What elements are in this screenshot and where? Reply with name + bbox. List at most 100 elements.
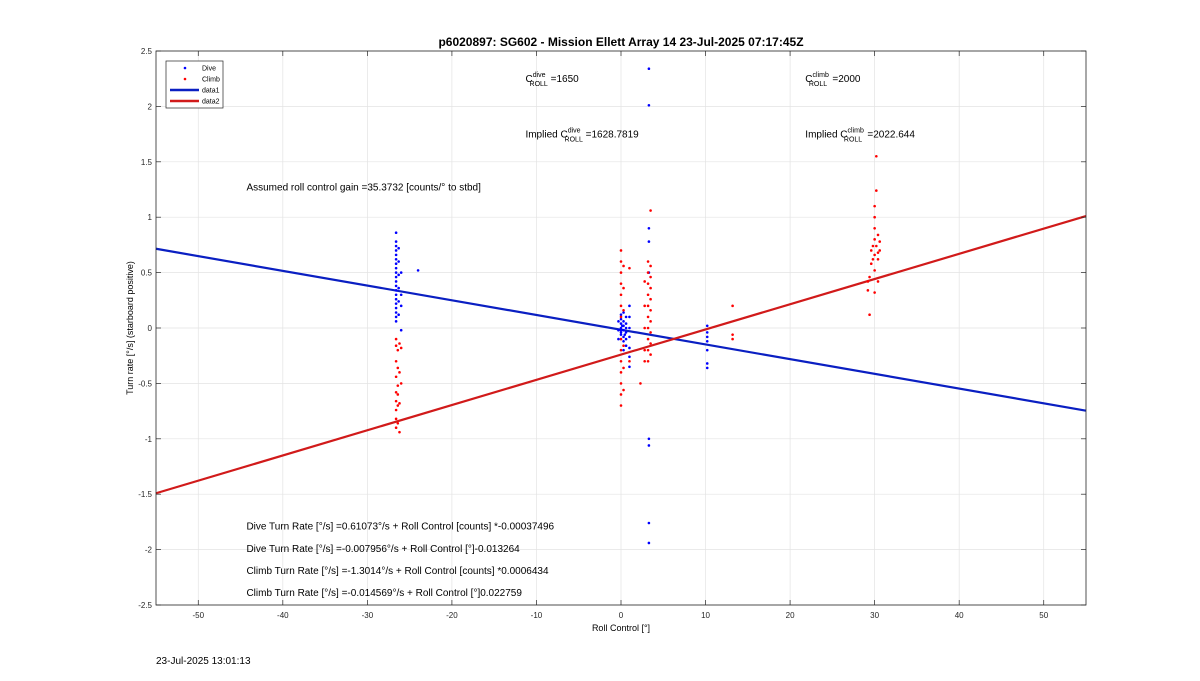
dive-point [399, 293, 403, 297]
dive-point [647, 541, 651, 545]
dive-point [394, 284, 398, 288]
y-axis-label: Turn rate [°/s] (starboard positive) [125, 261, 135, 395]
dive-point [394, 275, 398, 279]
climb-point [873, 269, 876, 272]
climb-point [619, 271, 623, 274]
climb-point [646, 348, 650, 352]
x-tick-label: 40 [955, 611, 964, 620]
climb-point [646, 304, 650, 308]
dive-point [622, 320, 625, 323]
climb-point [619, 249, 623, 252]
annotation-fit-2: Dive Turn Rate [°/s] =-0.007956°/s + Rol… [246, 544, 520, 555]
climb-point [398, 342, 401, 345]
dive-point [399, 304, 403, 308]
dive-point [619, 328, 623, 332]
annotation-fit-1: Dive Turn Rate [°/s] =0.61073°/s + Roll … [246, 522, 554, 533]
climb-point [643, 304, 646, 308]
y-tick-label: 1.5 [141, 158, 153, 167]
climb-point [396, 366, 400, 370]
dive-point [647, 67, 651, 71]
climb-point [649, 342, 652, 345]
x-tick-label: 20 [786, 611, 795, 620]
climb-point [868, 313, 871, 317]
timestamp-footer: 23-Jul-2025 13:01:13 [156, 656, 251, 667]
y-tick-label: -1 [145, 435, 153, 444]
dive-point [705, 339, 709, 343]
climb-point [643, 348, 646, 352]
dive-point [394, 315, 398, 319]
dive-point [394, 306, 398, 310]
climb-point [619, 293, 623, 297]
dive-point [394, 249, 398, 252]
dive-point [394, 297, 398, 301]
climb-point [866, 280, 870, 283]
dive-point [394, 262, 398, 266]
dive-point [628, 315, 631, 319]
climb-point [646, 359, 650, 363]
climb-point [876, 280, 880, 283]
dive-point [628, 335, 631, 339]
climb-point [649, 275, 652, 279]
climb-point [873, 238, 876, 241]
fit-line-data2 [155, 214, 1087, 495]
climb-point [873, 226, 876, 230]
annotation-fit-3: Climb Turn Rate [°/s] =-1.3014°/s + Roll… [246, 566, 548, 577]
climb-point [619, 304, 623, 308]
climb-point [394, 337, 398, 341]
dive-point [622, 348, 625, 352]
annotation-croll-climb: Cclimb ROLL =2000 [805, 72, 861, 88]
dive-point [623, 333, 627, 336]
y-tick-label: 2 [148, 102, 153, 111]
dive-point [394, 231, 398, 235]
climb-point [873, 215, 876, 219]
annotation-gain: Assumed roll control gain =35.3732 [coun… [246, 183, 481, 194]
dive-point [399, 328, 403, 332]
x-tick-label: -10 [531, 611, 543, 620]
climb-point [619, 315, 623, 319]
climb-point [646, 337, 650, 341]
climb-point [399, 346, 403, 350]
y-tick-label: 2.5 [141, 47, 153, 56]
y-tick-label: -1.5 [138, 490, 152, 499]
dive-point [624, 326, 628, 330]
dive-point [647, 103, 651, 107]
y-tick-label: -2 [145, 546, 153, 555]
climb-point [868, 275, 871, 279]
climb-point [643, 280, 646, 283]
climb-point [731, 337, 734, 341]
x-tick-label: -50 [192, 611, 204, 620]
dive-point [622, 339, 625, 343]
climb-point [394, 417, 398, 421]
series-climb [394, 154, 882, 434]
climb-point [639, 382, 642, 385]
dive-point [624, 331, 628, 334]
dive-point [397, 273, 400, 277]
climb-point [398, 430, 401, 434]
climb-point [646, 315, 650, 319]
climb-point [619, 282, 623, 285]
climb-point [396, 404, 400, 407]
annotation-implied-climb: Implied Cclimb ROLL =2022.644 [805, 127, 915, 143]
climb-point [871, 258, 875, 261]
climb-point [394, 408, 398, 412]
climb-point [649, 209, 652, 212]
climb-point [649, 331, 652, 334]
climb-point [622, 388, 625, 392]
dive-point [647, 521, 651, 525]
y-tick-label: -2.5 [138, 601, 152, 610]
legend-marker-dive [183, 66, 187, 70]
dive-point [617, 328, 620, 332]
climb-point [875, 244, 878, 248]
x-tick-label: -30 [362, 611, 374, 620]
x-tick-label: 0 [619, 611, 624, 620]
climb-point [866, 289, 870, 292]
dive-point [416, 269, 420, 272]
climb-point [619, 348, 623, 352]
dive-point [647, 240, 651, 243]
legend-marker-climb [183, 77, 187, 81]
dive-point [394, 266, 398, 270]
climb-point [398, 371, 401, 374]
climb-point [394, 426, 398, 430]
climb-point [869, 249, 873, 252]
